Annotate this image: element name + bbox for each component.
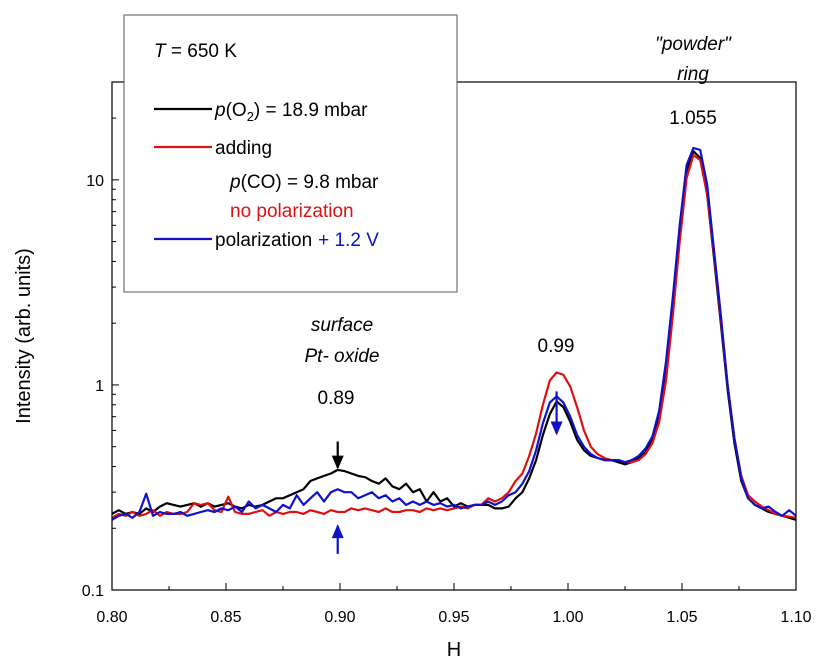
legend-co-prefix: p — [229, 172, 241, 193]
y-tick-label: 1 — [95, 378, 104, 395]
series-layer — [111, 146, 797, 521]
powder-peak-value: 1.055 — [669, 108, 717, 129]
arrow-head — [331, 455, 344, 470]
oxide-peak-value: 0.89 — [318, 388, 355, 409]
arrow-head — [550, 421, 563, 436]
annotations: "powder" ring 1.055 surface Pt- oxide 0.… — [305, 34, 733, 409]
powder-label-line2: ring — [677, 64, 709, 85]
legend-co-rest: (CO) = 9.8 mbar — [241, 172, 379, 193]
legend-entry-polarization: polarization + 1.2 V — [215, 230, 379, 251]
blue-arrow-down-0.99 — [550, 391, 563, 436]
legend-o2-rest: ) = 18.9 mbar — [254, 100, 368, 121]
legend-box — [123, 14, 458, 293]
arrow-head — [331, 524, 344, 539]
oxide-label-line1: surface — [311, 315, 373, 336]
legend-entry-no-polarization: no polarization — [230, 201, 354, 222]
series-line-1 — [111, 154, 797, 519]
legend-polarization-voltage: + 1.2 V — [318, 230, 379, 251]
legend-polarization-label: polarization — [215, 230, 312, 251]
y-axis-title: Intensity (arb. units) — [13, 248, 35, 424]
legend-o2-prefix: p — [214, 100, 226, 121]
x-axis-title: H — [447, 639, 461, 661]
legend: T = 650 K p(O2) = 18.9 mbar adding p(CO)… — [123, 14, 458, 293]
legend-temperature: T = 650 K — [154, 41, 237, 62]
black-arrow-0.89 — [331, 441, 344, 470]
y-tick-label: 0.1 — [82, 583, 104, 600]
mid-peak-value: 0.99 — [538, 336, 575, 357]
x-tick-label: 0.95 — [438, 609, 469, 626]
legend-o2-paren: (O — [226, 100, 247, 121]
x-tick-label: 0.80 — [96, 609, 127, 626]
x-tick-label: 1.05 — [666, 609, 697, 626]
series-line-2 — [111, 146, 797, 521]
oxide-label-line2: Pt- oxide — [305, 346, 380, 367]
legend-entry-adding: adding — [215, 138, 272, 159]
blue-arrow-up-0.89 — [331, 524, 344, 554]
legend-temperature-symbol: T — [154, 41, 167, 62]
legend-entry-co: p(CO) = 9.8 mbar — [229, 172, 379, 193]
legend-temperature-value: = 650 K — [166, 41, 238, 62]
x-tick-label: 0.85 — [210, 609, 241, 626]
x-tick-label: 1.00 — [552, 609, 583, 626]
powder-label-line1: "powder" — [655, 34, 732, 55]
x-tick-label: 1.10 — [780, 609, 811, 626]
legend-entry-o2: p(O2) = 18.9 mbar — [214, 100, 368, 124]
legend-o2-sub: 2 — [247, 109, 254, 124]
x-tick-label: 0.90 — [324, 609, 355, 626]
arrow-layer — [331, 391, 563, 554]
y-tick-label: 10 — [86, 173, 104, 190]
